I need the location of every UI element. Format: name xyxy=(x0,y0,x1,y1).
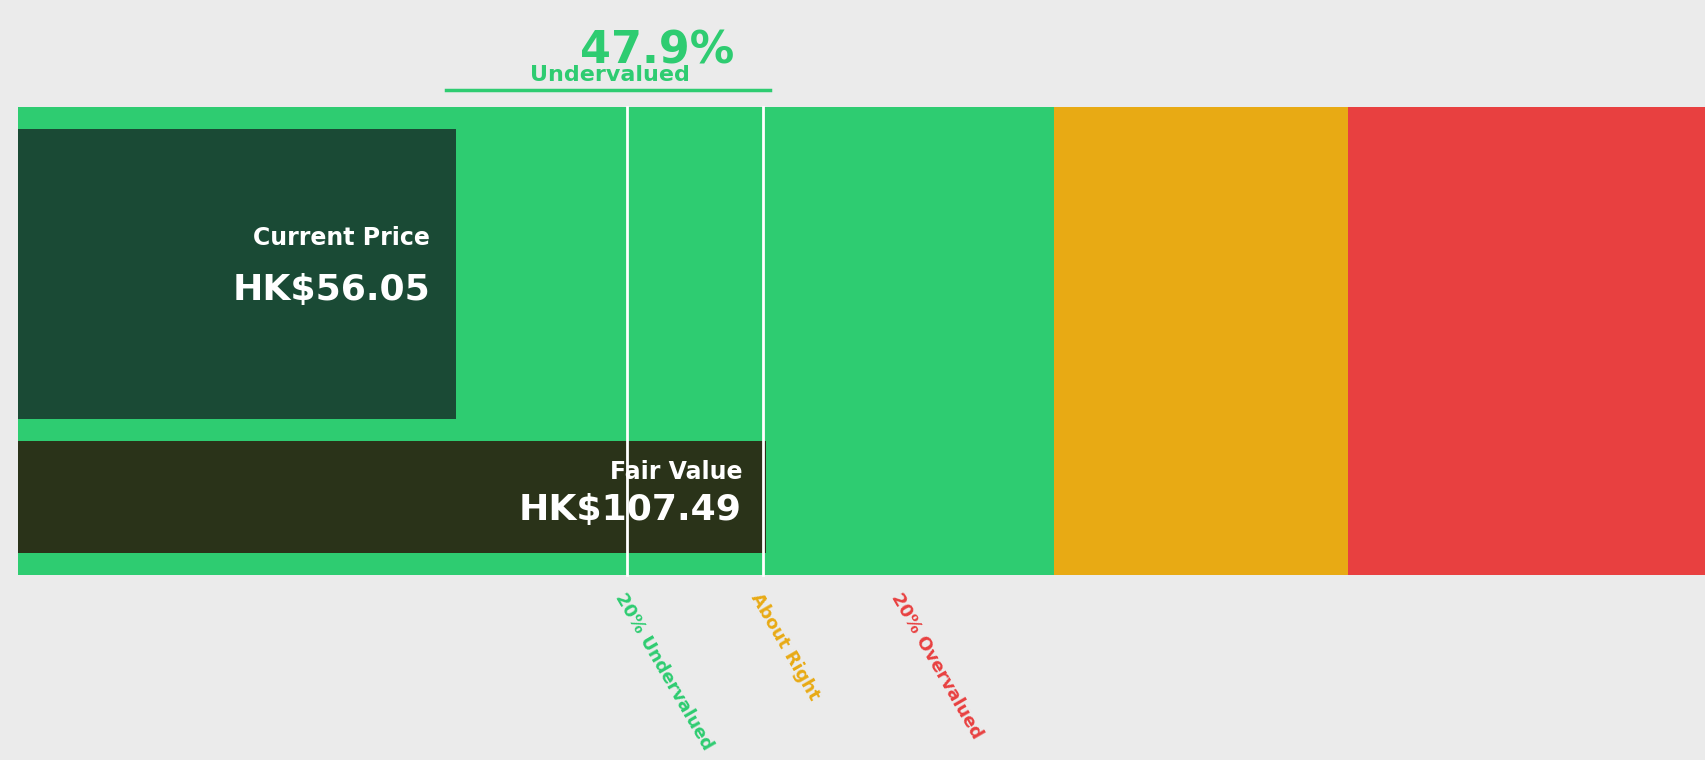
Text: 20% Overvalued: 20% Overvalued xyxy=(887,590,985,742)
Text: Fair Value: Fair Value xyxy=(609,460,742,484)
Text: Undervalued: Undervalued xyxy=(530,65,689,85)
Text: HK$56.05: HK$56.05 xyxy=(232,273,430,307)
Bar xyxy=(1200,107,1347,575)
Text: Current Price: Current Price xyxy=(252,226,430,250)
Bar xyxy=(1347,107,1705,575)
Text: 20% Undervalued: 20% Undervalued xyxy=(610,590,716,753)
Bar xyxy=(1054,107,1200,575)
Text: HK$107.49: HK$107.49 xyxy=(518,493,742,527)
Text: About Right: About Right xyxy=(747,590,824,704)
Bar xyxy=(19,441,766,553)
Bar xyxy=(19,107,1054,575)
Bar xyxy=(19,129,455,419)
Text: 47.9%: 47.9% xyxy=(580,30,733,73)
